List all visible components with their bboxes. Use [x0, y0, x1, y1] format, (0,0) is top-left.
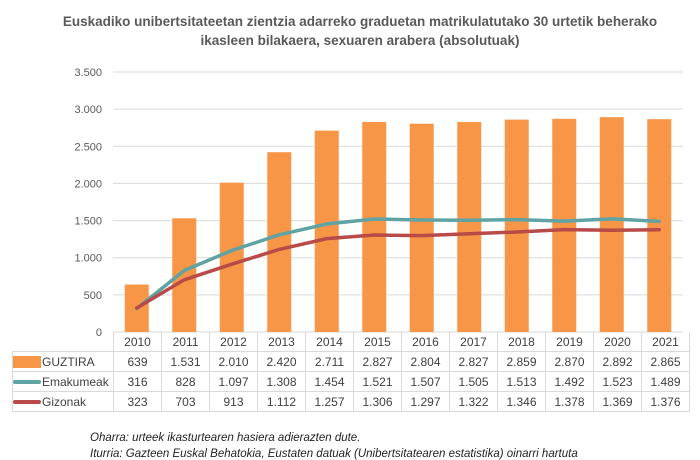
notes: Oharra: urteek ikasturtearen hasiera adi… [90, 430, 578, 460]
data-label: 1.376 [641, 391, 690, 412]
x-tick-label: 2014 [305, 332, 354, 352]
bar [219, 182, 244, 332]
data-label: 1.531 [161, 351, 210, 372]
data-label: 1.521 [353, 371, 402, 392]
data-label: 1.112 [257, 391, 306, 412]
y-tick-label: 2.000 [74, 178, 102, 190]
data-label: 2.420 [257, 351, 306, 372]
legend-line [13, 400, 41, 405]
x-tick-label: 2017 [449, 332, 498, 352]
data-table: 2010 2011 2012 2013 2014 2015 2016 2017 2018 2019… [12, 332, 690, 412]
data-label: 2.859 [497, 351, 546, 372]
data-label: 1.454 [305, 371, 354, 392]
data-label: 2.870 [545, 351, 594, 372]
y-tick-label: 3.500 [74, 67, 102, 79]
data-label: 639 [113, 351, 162, 372]
data-label: 2.865 [641, 351, 690, 372]
x-tick-label: 2012 [209, 332, 258, 352]
x-tick-label: 2018 [497, 332, 546, 352]
legend-entry: Gizonak [12, 391, 114, 412]
data-label: 1.505 [449, 371, 498, 392]
data-label: 2.804 [401, 351, 450, 372]
data-label: 1.097 [209, 371, 258, 392]
legend-swatch [13, 356, 41, 369]
data-label: 1.308 [257, 371, 306, 392]
data-label: 2.711 [305, 351, 354, 372]
series-line [135, 227, 661, 310]
source: Iturria: Gazteen Euskal Behatokia, Eusta… [90, 448, 578, 460]
data-label: 2.892 [593, 351, 642, 372]
data-label: 1.489 [641, 371, 690, 392]
data-label: 1.369 [593, 391, 642, 412]
data-label: 1.523 [593, 371, 642, 392]
x-tick-label: 2020 [593, 332, 642, 352]
data-label: 1.346 [497, 391, 546, 412]
x-tick-label: 2021 [641, 332, 690, 352]
data-label: 1.306 [353, 391, 402, 412]
y-tick-label: 1.500 [74, 216, 102, 228]
series-name: Emakumeak [42, 374, 109, 389]
data-label: 1.513 [497, 371, 546, 392]
bar [599, 117, 624, 332]
legend-entry: Emakumeak [12, 371, 114, 392]
bar [504, 119, 529, 332]
data-label: 703 [161, 391, 210, 412]
y-tick-label: 1.000 [74, 253, 102, 265]
bar [409, 123, 434, 333]
bar [647, 119, 672, 333]
table-row: Gizonak 323 703 913 1.112 1.257 1.306 1.297 1.32… [12, 391, 690, 412]
bar [267, 152, 292, 332]
data-label: 2.827 [449, 351, 498, 372]
table-row: Emakumeak 316 828 1.097 1.308 1.454 1.521 1.507… [12, 371, 690, 392]
series-name: GUZTIRA [42, 354, 95, 369]
chart-title: Euskadiko unibertsitateetan zientzia ada… [62, 14, 658, 48]
data-label: 2.010 [209, 351, 258, 372]
x-tick-label: 2010 [113, 332, 162, 352]
data-label: 1.322 [449, 391, 498, 412]
x-tick-label: 2016 [401, 332, 450, 352]
data-label: 2.827 [353, 351, 402, 372]
x-tick-label: 2011 [161, 332, 210, 352]
bar [362, 121, 387, 332]
table-corner [13, 332, 114, 352]
bar [552, 118, 577, 332]
legend-line [13, 380, 41, 385]
y-tick-label: 2.500 [74, 141, 102, 153]
data-label: 913 [209, 391, 258, 412]
note: Oharra: urteek ikasturtearen hasiera adi… [90, 432, 361, 444]
legend-entry: GUZTIRA [12, 351, 114, 372]
x-tick-label: 2013 [257, 332, 306, 352]
data-label: 1.257 [305, 391, 354, 412]
series-line [135, 217, 661, 311]
series-name: Gizonak [42, 394, 87, 409]
data-label: 1.507 [401, 371, 450, 392]
y-tick-label: 500 [84, 290, 102, 302]
bar [457, 121, 482, 332]
data-label: 323 [113, 391, 162, 412]
y-tick-label: 0 [96, 327, 102, 339]
bar [314, 130, 339, 332]
data-label: 1.378 [545, 391, 594, 412]
data-label: 1.492 [545, 371, 594, 392]
y-tick-label: 3.000 [74, 104, 102, 116]
plot-area: 0 500 1.000 1.500 2.000 2.500 3.000 3.500 [74, 67, 683, 339]
x-tick-label: 2019 [545, 332, 594, 352]
data-label: 316 [113, 371, 162, 392]
data-label: 828 [161, 371, 210, 392]
table-row: GUZTIRA 639 1.531 2.010 2.420 2.711 2.827 2.804… [12, 351, 690, 372]
x-tick-label: 2015 [353, 332, 402, 352]
data-label: 1.297 [401, 391, 450, 412]
